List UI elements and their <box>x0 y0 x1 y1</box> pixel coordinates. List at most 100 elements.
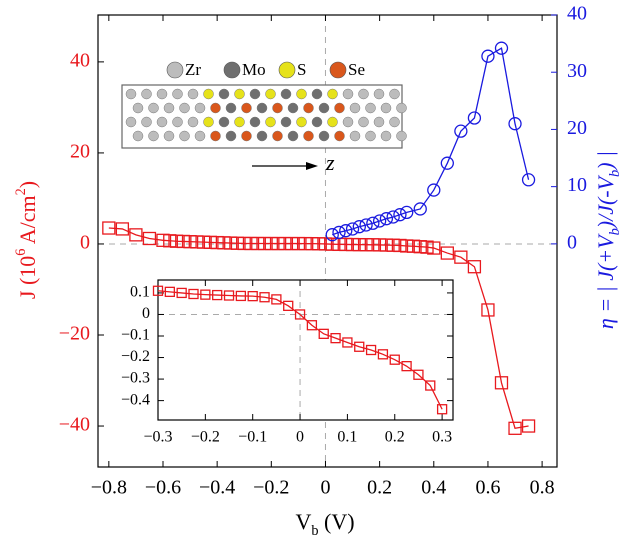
marker <box>342 337 353 348</box>
marker <box>413 202 427 216</box>
marker <box>400 239 414 253</box>
atom <box>318 102 330 114</box>
atom <box>342 116 354 128</box>
atom <box>179 102 190 114</box>
marker <box>210 235 224 250</box>
marker <box>366 238 380 252</box>
atom <box>311 116 323 128</box>
marker <box>393 238 407 253</box>
atom <box>163 130 175 142</box>
marker <box>413 240 427 254</box>
atom <box>194 130 206 142</box>
marker <box>352 237 366 252</box>
marker <box>271 294 282 305</box>
marker <box>298 236 312 251</box>
atom <box>303 130 314 142</box>
marker <box>454 124 468 138</box>
direction-label: z <box>325 150 335 175</box>
atom <box>225 102 237 114</box>
marker <box>312 237 326 251</box>
marker <box>251 236 265 251</box>
x-tick-label: −0.2 <box>191 428 220 445</box>
marker <box>183 235 197 249</box>
atom <box>280 116 292 128</box>
atom <box>187 88 199 100</box>
atom <box>380 130 392 142</box>
atom <box>296 116 307 128</box>
atom <box>210 102 221 114</box>
marker <box>115 222 130 236</box>
y2-tick-label: 10 <box>567 174 587 196</box>
marker <box>359 218 373 232</box>
marker <box>339 224 353 238</box>
marker <box>481 303 495 317</box>
marker <box>257 236 272 251</box>
atom <box>334 130 345 142</box>
series-line <box>157 290 443 410</box>
direction-arrowhead <box>306 162 318 170</box>
marker <box>454 250 468 264</box>
atom <box>318 130 330 142</box>
x-tick-label: 0 <box>320 477 330 499</box>
atom <box>365 102 376 114</box>
marker <box>359 238 373 252</box>
atom <box>241 130 252 142</box>
atom <box>218 116 230 128</box>
atom <box>349 130 361 142</box>
marker <box>365 344 377 356</box>
marker <box>345 222 360 236</box>
atom <box>163 102 175 114</box>
marker <box>203 235 218 250</box>
atom <box>311 88 323 100</box>
marker <box>291 236 306 251</box>
marker <box>372 238 387 252</box>
marker <box>156 233 170 247</box>
x-axis-label-part: b <box>311 523 318 539</box>
x-tick-label: −0.1 <box>238 428 267 445</box>
y-axis-label-part: 6 <box>13 249 29 256</box>
atom <box>296 88 307 100</box>
y-axis-label-part: A/cm <box>15 195 40 248</box>
marker <box>372 214 387 228</box>
x-tick-label: 0.4 <box>421 477 446 499</box>
y-tick-label: 0.1 <box>130 284 150 301</box>
atom <box>172 116 183 128</box>
marker <box>494 376 509 390</box>
marker <box>494 41 509 55</box>
atom <box>287 130 299 142</box>
marker <box>425 380 436 391</box>
atom <box>365 130 376 142</box>
atom <box>373 88 385 100</box>
series-line <box>108 227 529 430</box>
atom <box>125 88 137 100</box>
atom <box>256 130 268 142</box>
atom <box>241 102 252 114</box>
x-tick-label: −0.4 <box>199 477 235 499</box>
marker <box>508 421 522 435</box>
atom <box>396 130 407 142</box>
marker <box>521 173 536 187</box>
x-tick-label: −0.8 <box>91 477 127 499</box>
marker <box>393 208 407 222</box>
x-axis-label-part: V <box>295 509 311 534</box>
atom <box>280 88 292 100</box>
marker <box>188 288 199 300</box>
atom <box>203 88 214 100</box>
x-tick-label: 0.1 <box>337 428 357 445</box>
x-axis-label: Vb (V) <box>295 509 354 539</box>
marker <box>224 236 238 250</box>
atom-legend-label: S <box>297 60 306 79</box>
atom <box>265 88 276 100</box>
atom <box>156 88 168 100</box>
y-tick-label: 0 <box>80 232 90 254</box>
marker <box>400 205 414 220</box>
marker <box>176 234 190 249</box>
atom <box>210 130 221 142</box>
atom <box>287 102 299 114</box>
y2-axis-label-part: η = | J(+V <box>593 233 618 329</box>
marker <box>467 111 482 125</box>
atom <box>148 130 159 142</box>
atom <box>234 88 245 100</box>
atom <box>380 102 392 114</box>
marker <box>163 234 177 248</box>
